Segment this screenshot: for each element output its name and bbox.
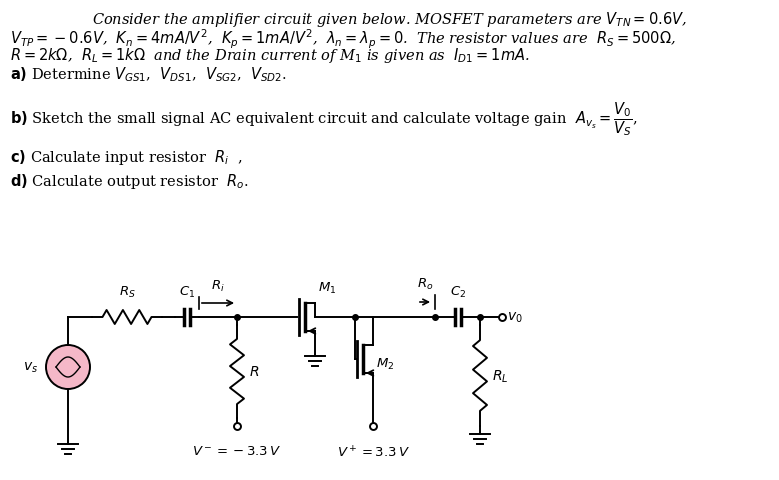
Text: $v_0$: $v_0$ (507, 310, 523, 324)
Text: $V^- = -3.3\,V$: $V^- = -3.3\,V$ (192, 444, 282, 457)
Circle shape (46, 345, 90, 389)
Text: $C_2$: $C_2$ (450, 284, 466, 300)
Text: $V^+ = 3.3\,V$: $V^+ = 3.3\,V$ (337, 444, 410, 459)
Text: $V_{TP} = -0.6V$,  $K_n = 4mA/V^2$,  $K_p = 1mA/V^2$,  $\lambda_n = \lambda_p = : $V_{TP} = -0.6V$, $K_n = 4mA/V^2$, $K_p … (10, 28, 676, 51)
Text: $M_2$: $M_2$ (376, 356, 394, 371)
Text: $\mathbf{b)}$ Sketch the small signal AC equivalent circuit and calculate voltag: $\mathbf{b)}$ Sketch the small signal AC… (10, 100, 637, 138)
Text: $R$: $R$ (249, 365, 259, 379)
Text: $R_S$: $R_S$ (118, 284, 136, 300)
Text: $\mathbf{a)}$ Determine $V_{GS1}$,  $V_{DS1}$,  $V_{SG2}$,  $V_{SD2}$.: $\mathbf{a)}$ Determine $V_{GS1}$, $V_{D… (10, 65, 287, 84)
Text: $\mathbf{d)}$ Calculate output resistor  $R_o$.: $\mathbf{d)}$ Calculate output resistor … (10, 172, 249, 191)
Text: $R_L$: $R_L$ (492, 368, 509, 384)
Text: Consider the amplifier circuit given below. MOSFET parameters are $V_{TN} = 0.6V: Consider the amplifier circuit given bel… (92, 10, 687, 29)
Text: $R = 2k\Omega$,  $R_L = 1k\Omega$  and the Drain current of M$_1$ is given as  $: $R = 2k\Omega$, $R_L = 1k\Omega$ and the… (10, 46, 530, 65)
Text: $R_i$: $R_i$ (211, 278, 225, 293)
Text: $v_s$: $v_s$ (23, 360, 38, 374)
Text: $R_o$: $R_o$ (417, 276, 433, 291)
Text: $C_1$: $C_1$ (179, 284, 195, 300)
Text: $M_1$: $M_1$ (318, 280, 337, 295)
Text: $\mathbf{c)}$ Calculate input resistor  $R_i$  ,: $\mathbf{c)}$ Calculate input resistor $… (10, 148, 242, 167)
